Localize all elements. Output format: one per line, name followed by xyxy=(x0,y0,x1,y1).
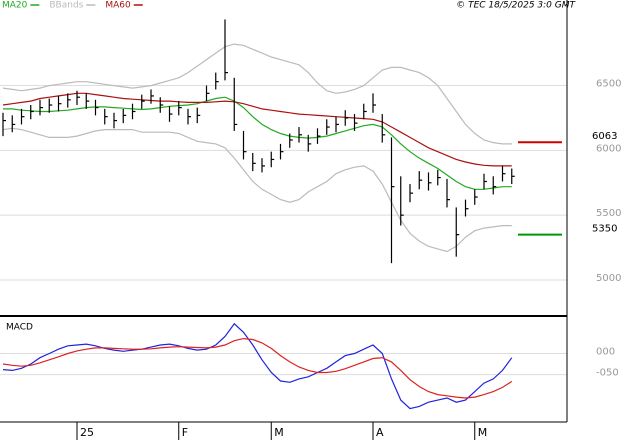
y-tick-label: 000 xyxy=(596,346,615,357)
macd-line xyxy=(2,337,513,399)
x-tick-label: 25 xyxy=(80,426,94,439)
y-tick-label: 6500 xyxy=(596,79,621,90)
moving-average xyxy=(3,96,512,190)
macd-line xyxy=(2,322,513,410)
legend-label: BBands xyxy=(49,1,83,11)
y-tick-label: 5500 xyxy=(596,208,621,219)
y-tick-label: 5000 xyxy=(596,273,621,284)
band-upper xyxy=(2,43,512,145)
x-tick-label: M xyxy=(478,426,488,439)
copyright: © TEC 18/5/2025 3:0 GMT xyxy=(456,1,576,11)
moving-average xyxy=(2,92,512,167)
macd-title: MACD xyxy=(6,323,33,333)
band-lower xyxy=(2,127,512,253)
level-label: 6063 xyxy=(592,131,617,142)
level-label: 5350 xyxy=(592,224,617,235)
x-tick-label: M xyxy=(274,426,284,439)
x-tick-label: F xyxy=(182,426,188,439)
y-tick-label: 6000 xyxy=(596,143,621,154)
y-tick-label: -050 xyxy=(596,368,619,379)
x-tick-label: A xyxy=(376,426,384,439)
legend-label: MA20 xyxy=(2,1,28,11)
legend-label: MA60 xyxy=(105,1,131,11)
